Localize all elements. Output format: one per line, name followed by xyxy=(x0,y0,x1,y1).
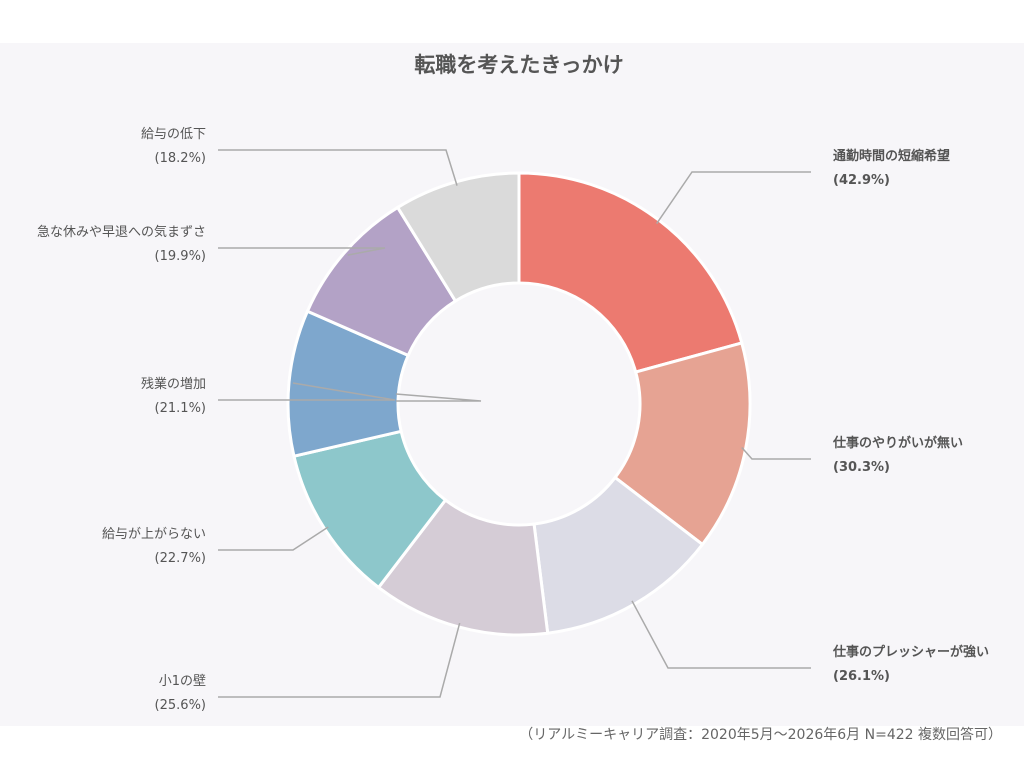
donut-slice xyxy=(517,171,744,374)
leader-lines-group xyxy=(218,149,811,698)
inner-pointer-line xyxy=(395,393,482,402)
labels-group: 通勤時間の短縮希望 (42.9%) 仕事のやりがいが無い (30.3%) 仕事のプレッシ… xyxy=(37,127,989,713)
leader-line xyxy=(218,149,458,186)
leader-line xyxy=(631,600,811,669)
category-label: 通勤時間の短縮希望 xyxy=(833,148,950,164)
chart-title: 転職を考えたきっかけ xyxy=(414,53,623,77)
category-label: 残業の増加 xyxy=(141,376,206,392)
leader-line xyxy=(218,382,396,401)
donut-slice xyxy=(395,171,521,304)
value-label: (25.6%) xyxy=(155,698,206,713)
value-label: (19.9%) xyxy=(155,249,206,264)
category-label: 仕事のプレッシャーが強い xyxy=(832,644,989,660)
source-note: （リアルミーキャリア調査：2020年5月～2026年6月 N=422 複数回答可… xyxy=(519,727,1002,743)
value-label: (42.9%) xyxy=(833,173,890,188)
category-label: 仕事のやりがいが無い xyxy=(832,435,963,451)
leader-line xyxy=(218,526,329,551)
value-label: (21.1%) xyxy=(155,401,206,416)
leader-line xyxy=(656,171,811,224)
value-label: (18.2%) xyxy=(155,151,206,166)
value-label: (22.7%) xyxy=(155,551,206,566)
category-label: 急な休みや早退への気まずさ xyxy=(37,224,206,240)
leader-line xyxy=(741,447,811,460)
category-label: 給与の低下 xyxy=(141,127,206,142)
category-label: 小1の壁 xyxy=(159,674,206,689)
leader-line xyxy=(218,622,461,698)
leader-line xyxy=(218,247,386,256)
value-label: (26.1%) xyxy=(833,669,890,684)
slices-group xyxy=(286,171,752,637)
category-label: 給与が上がらない xyxy=(102,527,206,542)
value-label: (30.3%) xyxy=(833,460,890,475)
